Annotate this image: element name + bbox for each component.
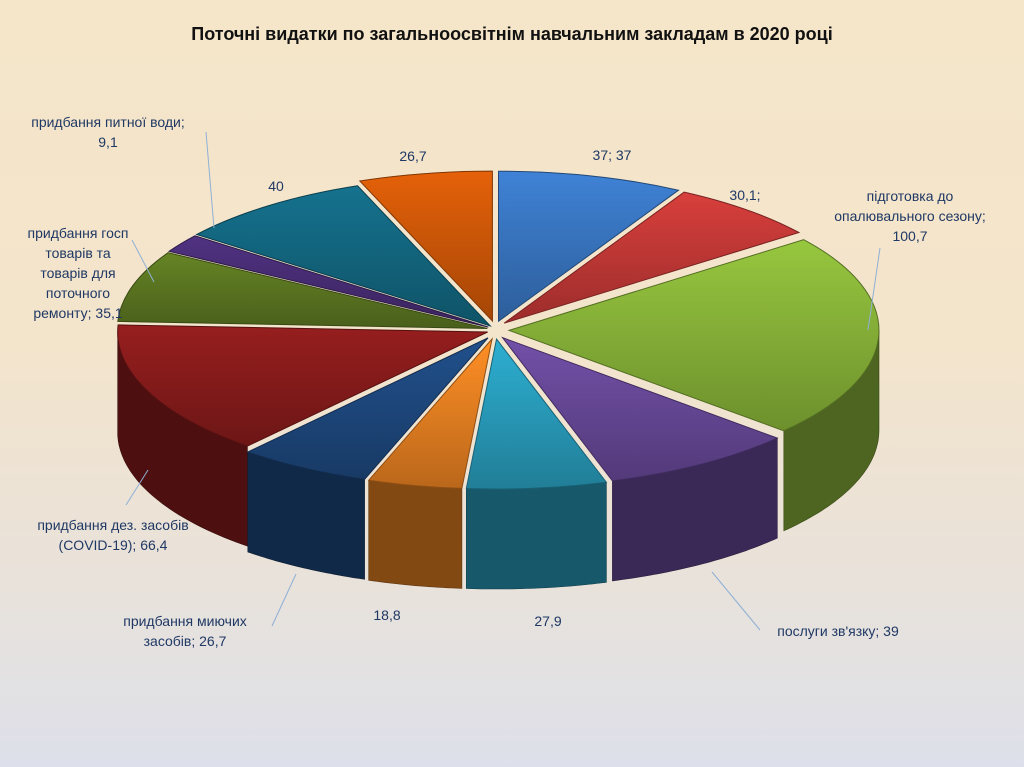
slice-label: 18,8 (373, 607, 400, 623)
pie-slice (117, 324, 488, 447)
leader-line (271, 573, 297, 627)
pie-slice (507, 239, 880, 432)
slice-label: придбання дез. засобів (COVID-19); 66,4 (37, 517, 188, 553)
slice-label: послуги зв'язку; 39 (777, 623, 899, 639)
leader-line (205, 131, 215, 229)
pie-slice-side (368, 479, 463, 589)
chart-title: Поточні видатки по загальноосвітнім навч… (191, 24, 833, 44)
slice-label: 26,7 (399, 148, 426, 164)
pie-slice (117, 252, 488, 330)
slice-label: придбання питної води; 9,1 (31, 114, 185, 150)
slice-label: придбання миючих засобів; 26,7 (123, 613, 247, 649)
pie-slice (497, 170, 680, 323)
pie-top-faces (117, 170, 880, 490)
slice-label: придбання госп товарів та товарів для поточ… (28, 225, 129, 321)
slice-label: 30,1; (729, 187, 760, 203)
pie-slice (503, 191, 801, 324)
pie-side-walls (117, 330, 880, 590)
leader-line (867, 247, 881, 331)
pie-slice (367, 337, 493, 489)
leader-line (131, 239, 155, 283)
slice-label: 37; 37 (593, 147, 632, 163)
pie-slice (358, 170, 493, 323)
leader-line (125, 469, 149, 506)
pie-slice-side (466, 481, 607, 590)
slice-label: 40 (268, 178, 284, 194)
pie-slice (465, 337, 608, 490)
pie-slice (167, 235, 489, 328)
slice-label: підготовка до опалювального сезону; 100,7 (834, 188, 986, 244)
pie-slice (195, 185, 492, 327)
pie-slice (246, 337, 489, 480)
slice-label: 27,9 (534, 613, 561, 629)
pie-slice (501, 336, 779, 482)
leader-line (711, 571, 761, 631)
